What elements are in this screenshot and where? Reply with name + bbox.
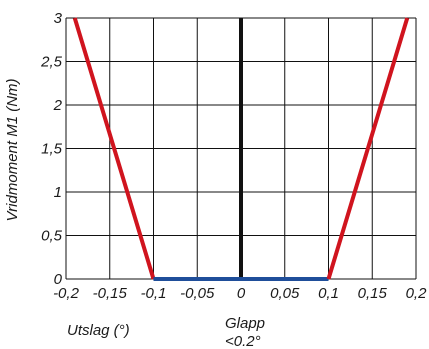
x-tick-label: 0,2 [406,285,428,302]
x-tick-label: -0,2 [53,285,80,302]
series-line-2 [326,17,410,280]
x-tick-label: 0,05 [270,285,300,302]
x-tick-label: -0,15 [93,285,128,302]
y-tick-labels: 0 0,5 1 1,5 2 2,5 3 [40,10,63,288]
gap-annotation-line1: Glapp [225,315,265,332]
y-tick-label: 1,5 [41,141,63,158]
x-tick-label: -0,05 [180,285,215,302]
y-axis-title: Vridmoment M1 (Nm) [4,78,21,221]
x-axis-title: Utslag (°) [67,322,130,339]
gap-annotation-line2: <0.2° [225,333,261,349]
x-tick-label: -0,1 [141,285,167,302]
x-tick-label: 0,15 [358,285,388,302]
y-tick-label: 0,5 [41,228,63,245]
x-tick-labels: -0,2 -0,15 -0,1 -0,05 0 0,05 0,1 0,15 0,2 [53,285,427,302]
y-tick-label: 0 [54,271,63,288]
y-tick-label: 1 [54,184,62,201]
y-tick-label: 3 [54,10,63,27]
x-tick-label: 0,1 [318,285,339,302]
y-tick-label: 2 [53,97,63,114]
y-tick-label: 2,5 [40,54,63,71]
series-line-0 [72,17,156,280]
x-tick-label: 0 [237,285,246,302]
series-group [72,17,410,281]
